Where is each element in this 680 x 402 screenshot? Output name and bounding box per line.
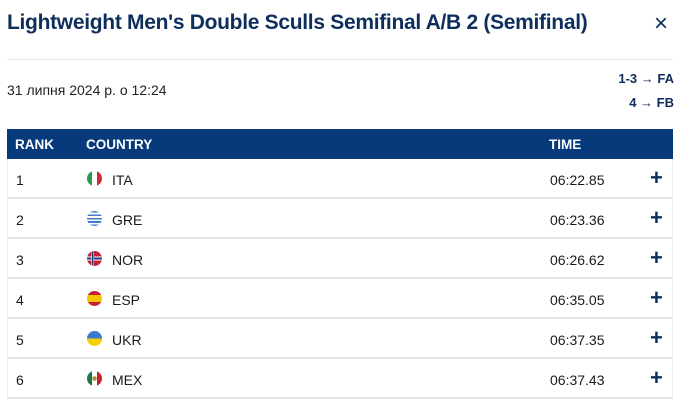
flag-icon — [87, 331, 102, 346]
flag-icon — [87, 211, 102, 226]
rank: 4 — [16, 292, 24, 308]
table-row[interactable]: 4 ESP 06:35.05 + — [7, 279, 673, 319]
flag-icon — [87, 171, 102, 186]
header-rank: RANK — [15, 137, 54, 152]
divider — [7, 59, 673, 60]
qualification-rule: 1-3 → FA — [618, 71, 674, 86]
race-time: 06:23.36 — [550, 212, 605, 228]
country-code: GRE — [112, 212, 143, 228]
race-time: 06:35.05 — [550, 292, 605, 308]
country-code: ESP — [112, 292, 141, 308]
rank: 5 — [16, 332, 24, 348]
table-row[interactable]: 5 UKR 06:37.35 + — [7, 319, 673, 359]
page-title: Lightweight Men's Double Sculls Semifina… — [7, 11, 588, 34]
table-row[interactable]: 6 MEX 06:37.43 + — [7, 359, 673, 399]
rank: 3 — [16, 252, 24, 268]
country-code: UKR — [112, 332, 142, 348]
header-country: COUNTRY — [86, 137, 153, 152]
country-code: MEX — [112, 372, 143, 388]
table-row[interactable]: 2 GRE 06:23.36 + — [7, 199, 673, 239]
rank: 1 — [16, 172, 24, 188]
race-time: 06:37.35 — [550, 332, 605, 348]
results-table: RANK COUNTRY TIME 1 ITA 06:22.85 +2 GRE … — [7, 129, 673, 399]
expand-plus-icon[interactable]: + — [650, 245, 663, 270]
expand-plus-icon[interactable]: + — [650, 205, 663, 230]
qualification-rule: 4 → FB — [629, 95, 674, 110]
table-row[interactable]: 3 NOR 06:26.62 + — [7, 239, 673, 279]
flag-icon — [87, 251, 102, 266]
table-header: RANK COUNTRY TIME — [7, 129, 673, 159]
race-time: 06:26.62 — [550, 252, 605, 268]
expand-plus-icon[interactable]: + — [650, 165, 663, 190]
race-date: 31 липня 2024 р. о 12:24 — [7, 82, 167, 98]
country-code: NOR — [112, 252, 144, 268]
race-time: 06:37.43 — [550, 372, 605, 388]
rank: 2 — [16, 212, 24, 228]
expand-plus-icon[interactable]: + — [650, 285, 663, 310]
country-code: ITA — [112, 172, 133, 188]
flag-icon — [87, 371, 102, 386]
expand-plus-icon[interactable]: + — [650, 325, 663, 350]
table-row[interactable]: 1 ITA 06:22.85 + — [7, 159, 673, 199]
flag-icon — [87, 291, 102, 306]
close-icon[interactable]: × — [654, 10, 669, 37]
rank: 6 — [16, 372, 24, 388]
header-time: TIME — [549, 137, 582, 152]
race-time: 06:22.85 — [550, 172, 605, 188]
expand-plus-icon[interactable]: + — [650, 365, 663, 390]
